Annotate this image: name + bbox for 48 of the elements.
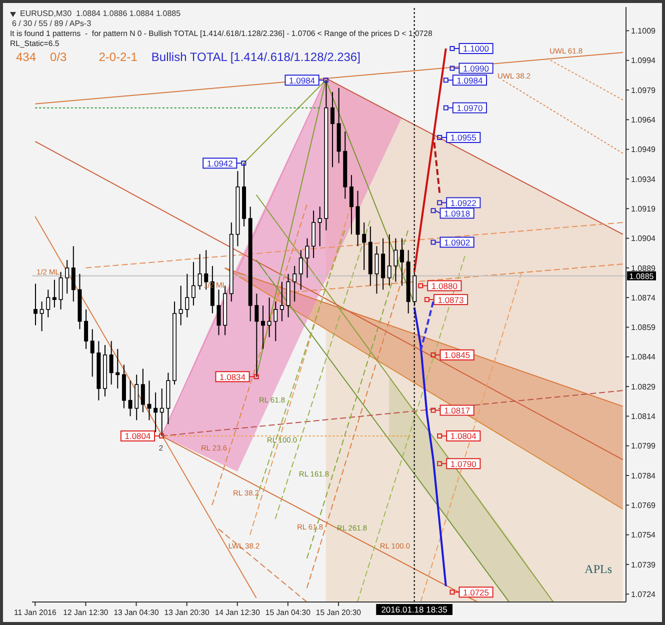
- y-tick-label: 1.0769: [631, 500, 656, 510]
- y-tick-label: 1.0754: [631, 530, 656, 540]
- annotation: 0/3: [50, 50, 67, 64]
- data-label: 1.0918: [444, 208, 470, 218]
- data-label: 1.0834: [220, 372, 246, 382]
- data-label: 1.0817: [444, 405, 470, 416]
- annotation: APLs: [584, 562, 612, 577]
- y-tick-label: 1.0784: [631, 471, 656, 480]
- data-label: 1.0984: [456, 75, 483, 86]
- y-tick-label: 1.0829: [631, 382, 656, 392]
- y-tick-label: 1.0739: [631, 560, 656, 570]
- y-tick-label: 1.0814: [631, 412, 656, 422]
- y-tick-label: 1.0919: [631, 204, 656, 214]
- data-label: 1.0880: [431, 280, 458, 291]
- data-label: 1.0804: [450, 431, 477, 442]
- y-tick-label: 1.0979: [631, 86, 656, 95]
- ref-line-label: 1.0885: [629, 272, 654, 281]
- data-label: 1.0942: [206, 158, 234, 168]
- data-label: 1.0725: [463, 587, 490, 598]
- data-label: 1.0845: [444, 350, 470, 360]
- annotation: 2-0-2-1: [98, 50, 138, 64]
- x-tick-label: 2016.01.18 18:35: [381, 604, 448, 614]
- y-tick-label: 1.0799: [631, 442, 656, 451]
- annotation: Bullish TOTAL [1.414/.618/1.128/2.236]: [151, 50, 360, 64]
- y-tick-label: 1.0889: [631, 264, 656, 273]
- annotation: 434: [16, 50, 36, 64]
- data-label: 1.0873: [438, 294, 464, 305]
- chart-title: EURUSD,M30 1.0884 1.0886 1.0884 1.0885: [20, 9, 181, 19]
- y-tick-label: 1.0964: [631, 116, 656, 125]
- y-tick-label: 1.0724: [631, 590, 656, 599]
- text: 6 / 30 / 55 / 89 / APs-3: [12, 19, 92, 29]
- y-tick-label: 1.0844: [631, 352, 656, 362]
- data-label: 1.0922: [450, 198, 477, 208]
- y-tick-label: 1.0994: [631, 56, 656, 66]
- data-label: 1.0804: [124, 431, 152, 442]
- data-label: 1.0990: [463, 63, 490, 74]
- data-label: 1.0955: [450, 132, 477, 143]
- data-label: 1.0902: [444, 237, 470, 248]
- y-tick-label: 1.0874: [631, 293, 656, 302]
- data-label: 1.0790: [450, 458, 477, 469]
- y-tick-label: 1.0949: [631, 145, 656, 154]
- y-tick-label: 1.0904: [631, 234, 656, 244]
- y-tick-label: 1.0934: [631, 174, 656, 184]
- y-tick-label: 1.0859: [631, 323, 656, 332]
- data-label: 1.1000: [463, 44, 490, 54]
- data-label: 1.0984: [289, 75, 316, 86]
- data-label: 1.0970: [456, 103, 483, 114]
- y-tick-label: 1.1009: [631, 26, 656, 36]
